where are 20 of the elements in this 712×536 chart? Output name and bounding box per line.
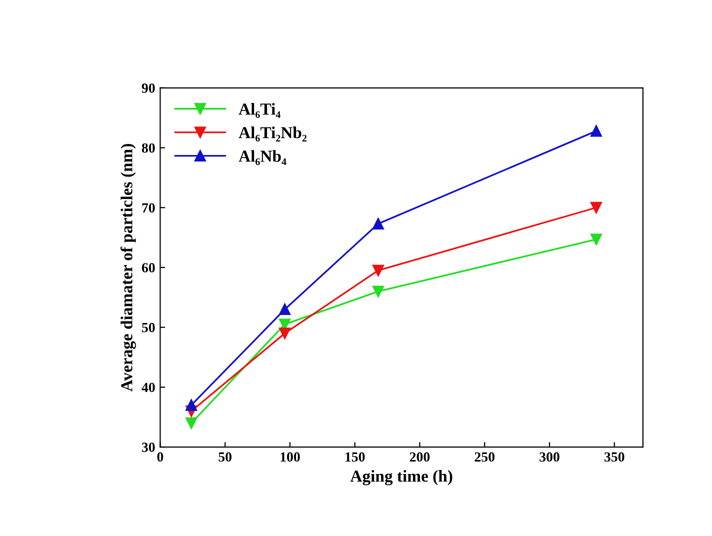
- legend-label: Al₆Ti₂Nb₂: [238, 126, 307, 142]
- x-axis-title: Aging time (h): [350, 470, 452, 486]
- x-tick-label: 250: [474, 452, 495, 462]
- x-tick-label: 0: [157, 452, 164, 462]
- y-tick-label: 90: [142, 83, 155, 93]
- x-tick-label: 100: [280, 452, 300, 462]
- y-tick-label: 80: [142, 143, 155, 153]
- x-tick-label: 150: [346, 452, 365, 462]
- y-tick-label: 70: [142, 203, 155, 213]
- x-tick-label: 200: [410, 452, 430, 462]
- legend-label: Al₆Ti₄: [238, 103, 280, 118]
- y-axis-title: Average diamater of particles (nm): [120, 144, 136, 392]
- x-tick-label: 350: [604, 452, 624, 462]
- y-tick-label: 40: [142, 382, 155, 392]
- y-tick-label: 50: [142, 322, 155, 332]
- y-tick-label: 60: [142, 263, 155, 272]
- y-tick-label: 30: [142, 442, 155, 452]
- x-tick-label: 50: [218, 452, 232, 462]
- legend-label: Al₆Nb₄: [238, 150, 286, 166]
- x-tick-label: 300: [540, 452, 560, 462]
